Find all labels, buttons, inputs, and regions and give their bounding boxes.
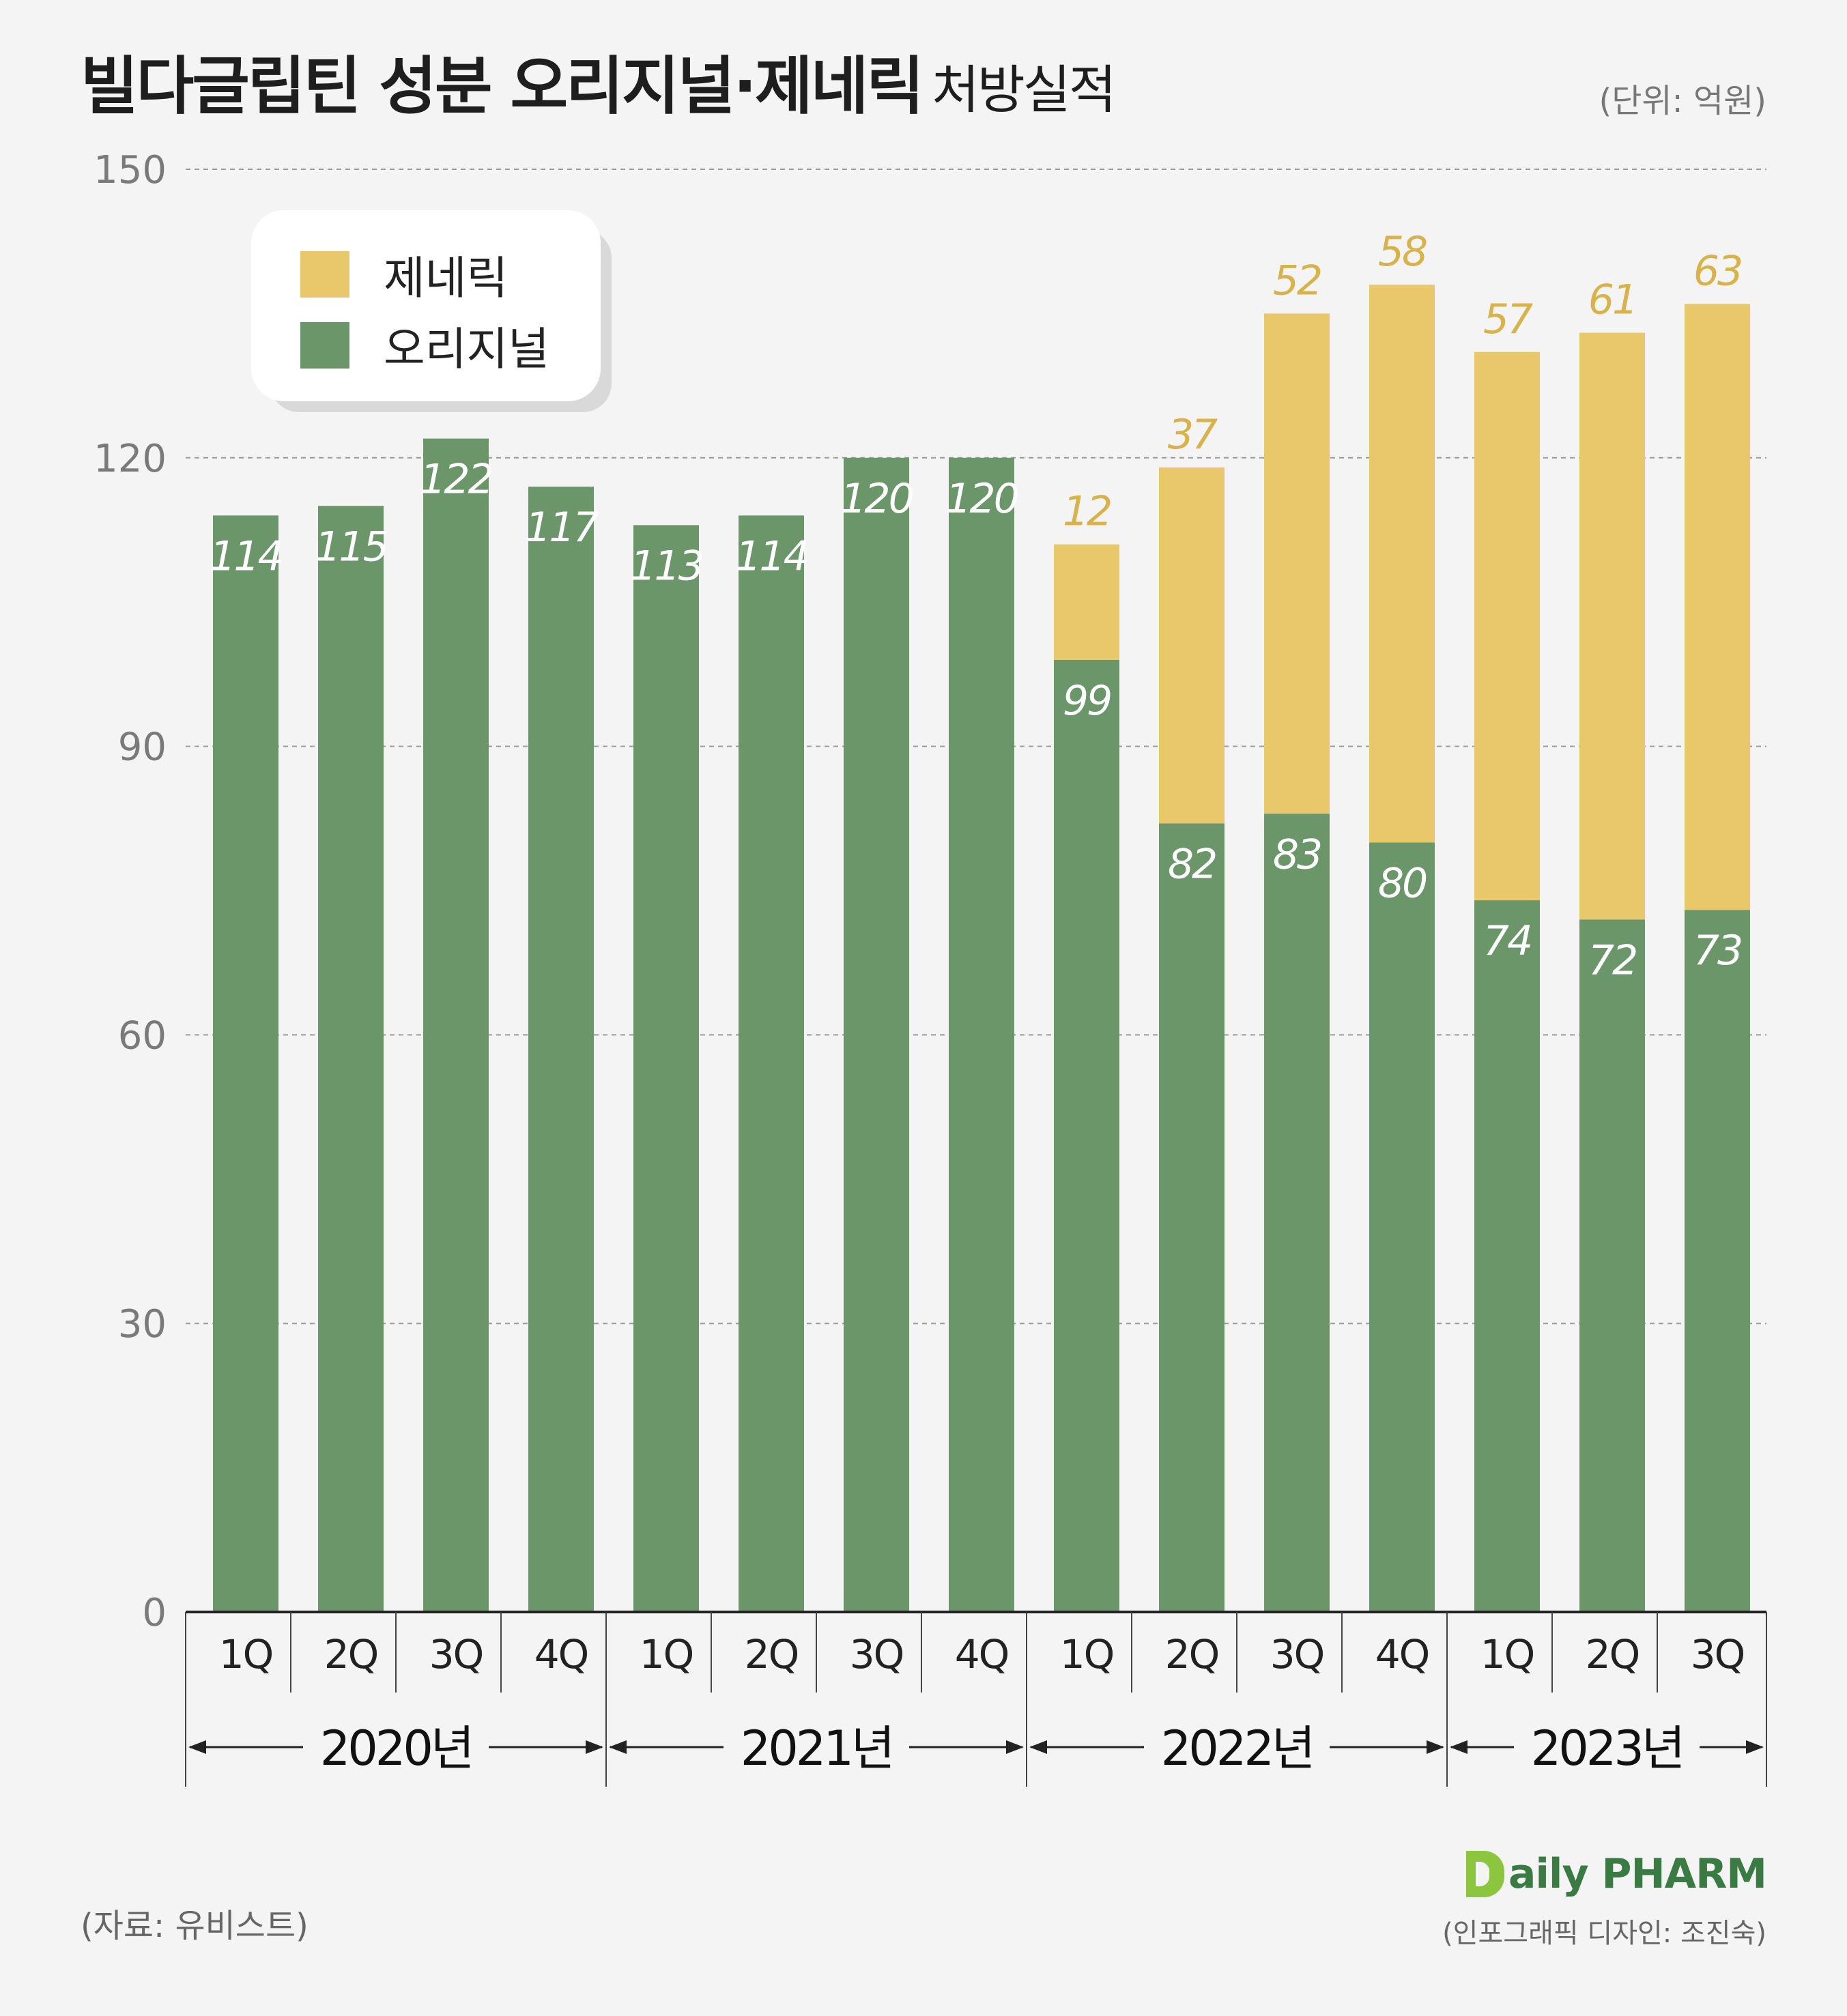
arrowhead-left-icon	[1029, 1740, 1047, 1754]
data-label-generic: 37	[1168, 411, 1218, 459]
year-group-label: 2020년	[320, 1720, 472, 1776]
data-label-original: 74	[1483, 917, 1531, 965]
bar-generic	[1264, 313, 1330, 814]
x-tick-label: 1Q	[1480, 1631, 1534, 1677]
source-note: (자료: 유비스트)	[81, 1907, 309, 1945]
bar-generic	[1474, 351, 1540, 901]
design-credit: (인포그래픽 디자인: 조진숙)	[1442, 1918, 1766, 1949]
data-label-original: 114	[210, 532, 282, 580]
data-label-generic: 63	[1693, 247, 1741, 295]
y-tick-label: 0	[142, 1591, 167, 1635]
year-group-label: 2022년	[1161, 1720, 1313, 1776]
x-tick-label: 3Q	[1691, 1631, 1745, 1677]
arrowhead-right-icon	[1006, 1740, 1024, 1754]
x-tick-label: 1Q	[640, 1631, 693, 1677]
data-label-original: 122	[420, 456, 492, 504]
arrowhead-right-icon	[586, 1740, 603, 1754]
data-label-original: 80	[1378, 860, 1427, 908]
bar-original	[318, 506, 384, 1613]
bar-original	[213, 515, 278, 1612]
year-group-label: 2023년	[1531, 1720, 1683, 1776]
bar-original	[844, 457, 909, 1612]
year-group-label: 2021년	[741, 1720, 893, 1776]
data-label-original: 83	[1273, 831, 1321, 878]
arrowhead-left-icon	[188, 1740, 206, 1754]
x-tick-label: 4Q	[534, 1631, 588, 1677]
chart-title-sub: 처방실적	[931, 59, 1117, 120]
data-label-original: 113	[630, 542, 702, 590]
x-tick-label: 3Q	[850, 1631, 904, 1677]
x-tick-label: 2Q	[745, 1631, 799, 1677]
chart-title: 빌다글립틴 성분 오리지널·제네릭 처방실적	[81, 35, 1117, 126]
bar-original	[739, 515, 804, 1612]
data-label-original: 82	[1168, 840, 1216, 888]
arrowhead-right-icon	[1427, 1740, 1444, 1754]
y-tick-label: 60	[118, 1013, 167, 1058]
unit-note: (단위: 억원)	[1599, 82, 1766, 120]
data-label-original: 73	[1693, 927, 1741, 975]
bar-original	[949, 457, 1014, 1612]
data-label-original: 99	[1063, 677, 1111, 725]
bar-original	[1685, 910, 1750, 1612]
arrowhead-left-icon	[1450, 1740, 1467, 1754]
bar-original	[1369, 842, 1435, 1612]
bar-original	[1054, 659, 1119, 1612]
x-tick-label: 2Q	[1165, 1631, 1219, 1677]
y-tick-label: 90	[118, 725, 167, 770]
x-tick-label: 2Q	[324, 1631, 378, 1677]
data-label-original: 120	[840, 475, 913, 523]
arrowhead-left-icon	[609, 1740, 627, 1754]
data-label-generic: 61	[1588, 276, 1636, 324]
data-label-original: 114	[735, 532, 807, 580]
x-tick-label: 1Q	[219, 1631, 273, 1677]
bar-generic	[1369, 285, 1435, 843]
logo-text: aily PHARM	[1508, 1850, 1767, 1898]
bar-generic	[1054, 544, 1119, 660]
y-tick-label: 120	[94, 437, 167, 481]
chart-legend: 제네릭 오리지널	[251, 210, 601, 401]
bar-generic	[1159, 467, 1225, 824]
data-label-generic: 52	[1273, 257, 1321, 304]
bar-original	[1159, 823, 1225, 1612]
bar-original	[1474, 900, 1540, 1612]
x-tick-label: 2Q	[1586, 1631, 1640, 1677]
legend-swatch-generic	[300, 251, 349, 298]
chart-title-main: 빌다글립틴 성분 오리지널·제네릭	[81, 50, 924, 123]
bar-generic	[1579, 332, 1645, 920]
data-label-original: 72	[1588, 936, 1636, 984]
x-tick-label: 1Q	[1060, 1631, 1114, 1677]
x-tick-label: 4Q	[955, 1631, 1009, 1677]
bar-original	[1264, 813, 1330, 1612]
data-label-original: 120	[945, 475, 1018, 523]
dailypharm-logo: aily PHARM	[1465, 1849, 1767, 1899]
bar-original	[1579, 919, 1645, 1612]
data-label-generic: 58	[1378, 228, 1427, 276]
data-label-original: 115	[315, 523, 387, 571]
data-label-generic: 57	[1483, 296, 1533, 343]
legend-label-generic: 제네릭	[384, 252, 509, 304]
arrowhead-right-icon	[1746, 1740, 1764, 1754]
legend-label-original: 오리지널	[384, 323, 549, 375]
legend-swatch-original	[300, 322, 349, 369]
data-label-original: 117	[525, 504, 599, 551]
legend-item-original: 오리지널	[300, 318, 549, 375]
data-label-generic: 12	[1063, 488, 1111, 536]
y-tick-label: 150	[94, 148, 167, 192]
bar-original	[528, 487, 594, 1612]
logo-d-mark-icon	[1465, 1851, 1504, 1897]
bar-original	[633, 525, 699, 1612]
x-tick-label: 3Q	[1270, 1631, 1324, 1677]
bar-generic	[1685, 304, 1750, 910]
y-tick-label: 30	[118, 1302, 167, 1347]
bar-original	[423, 438, 489, 1613]
x-tick-label: 4Q	[1375, 1631, 1429, 1677]
legend-item-generic: 제네릭	[300, 247, 508, 304]
x-tick-label: 3Q	[429, 1631, 483, 1677]
